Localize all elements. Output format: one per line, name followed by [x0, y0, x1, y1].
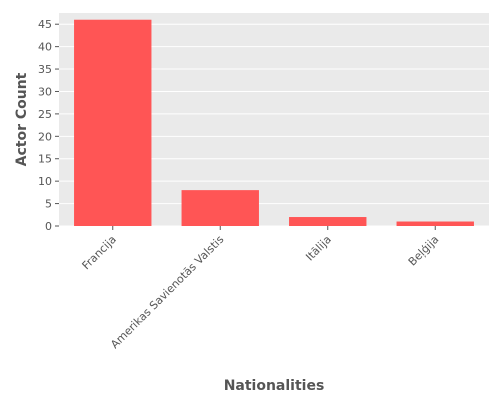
bar-0 [74, 19, 152, 226]
x-tick-label-1: Amerikas Savienotās Valstis [108, 233, 226, 351]
y-tick-label-20: 20 [38, 130, 52, 143]
y-tick-label-45: 45 [38, 18, 52, 31]
x-axis-title: Nationalities [224, 378, 325, 394]
y-tick-label-40: 40 [38, 41, 52, 54]
y-axis-ticks: 0 5 10 15 20 25 30 35 40 45 [38, 18, 59, 233]
bar-1 [181, 190, 259, 226]
x-tick-label-3: Beļģija [406, 233, 442, 269]
y-axis-title: Actor Count [14, 72, 30, 166]
x-tick-label-0: Francija [80, 233, 119, 272]
bar-2 [289, 217, 367, 226]
y-tick-label-10: 10 [38, 175, 52, 188]
y-tick-label-30: 30 [38, 85, 52, 98]
bar-3 [396, 221, 474, 226]
x-tick-label-2: Itālija [303, 233, 334, 264]
y-tick-label-5: 5 [45, 198, 52, 211]
y-tick-label-15: 15 [38, 153, 52, 166]
bars [74, 19, 474, 226]
y-tick-label-25: 25 [38, 108, 52, 121]
y-tick-label-35: 35 [38, 63, 52, 76]
y-tick-label-0: 0 [45, 220, 52, 233]
